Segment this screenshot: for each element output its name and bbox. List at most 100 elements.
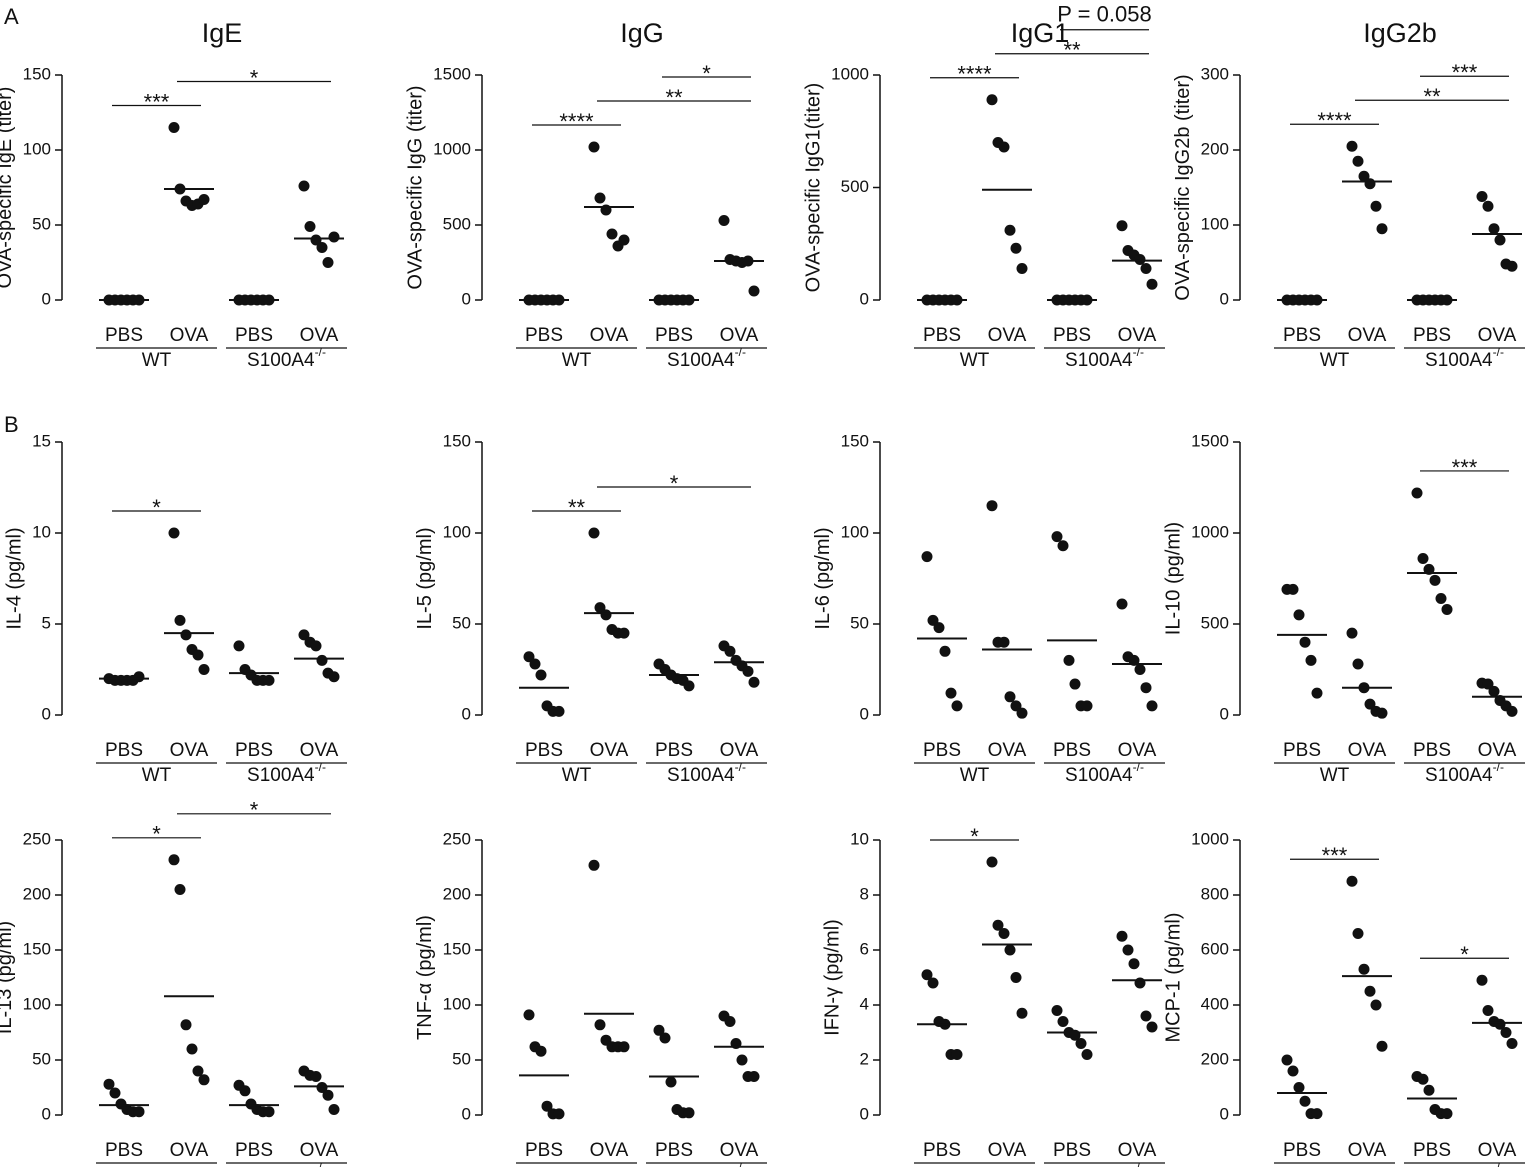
significance-label: P = 0.058 — [1057, 2, 1151, 27]
data-point — [298, 180, 310, 192]
x-tick-label: OVA — [720, 740, 759, 761]
y-tick-label: 50 — [32, 1049, 51, 1068]
y-tick-label: 50 — [850, 613, 869, 632]
data-point — [594, 1019, 606, 1031]
data-point — [1010, 700, 1022, 712]
y-tick-label: 150 — [443, 939, 471, 958]
data-point — [310, 640, 322, 652]
y-tick-label: 0 — [462, 289, 471, 308]
data-point — [1287, 1065, 1299, 1077]
group-sup: -/- — [1493, 345, 1504, 359]
x-tick-label: OVA — [720, 325, 759, 346]
data-point — [1488, 223, 1500, 235]
data-point — [724, 645, 736, 657]
data-point — [939, 645, 951, 657]
y-tick-label: 0 — [1220, 289, 1229, 308]
data-point — [1146, 278, 1158, 290]
y-tick-label: 150 — [23, 64, 51, 83]
y-tick-label: 15 — [32, 431, 51, 450]
y-tick-label: 0 — [860, 704, 869, 723]
significance-label: *** — [144, 89, 170, 114]
group-sup: -/- — [315, 345, 326, 359]
data-point — [1476, 974, 1488, 986]
panel-chart: 0 50 100 150 200 250 TNF-α (pg/ml) PBS OVA PBS OVA… — [414, 829, 767, 1167]
data-point — [316, 654, 328, 666]
data-point — [168, 854, 180, 866]
group-label: S100A4-/- — [1425, 760, 1504, 786]
significance-label: **** — [957, 62, 992, 87]
group-name: S100A4 — [247, 765, 315, 786]
x-tick-label: PBS — [105, 325, 143, 346]
data-point — [1476, 191, 1488, 202]
data-point — [1352, 928, 1364, 939]
data-point — [1134, 977, 1146, 989]
y-tick-label: 100 — [23, 139, 51, 158]
data-point — [310, 234, 322, 246]
data-point — [951, 1049, 963, 1060]
data-point — [1364, 698, 1376, 710]
group-label: S100A4-/- — [667, 760, 746, 786]
group-label: WT — [562, 765, 592, 786]
y-tick-label: 300 — [1201, 64, 1229, 83]
data-point — [1311, 687, 1323, 699]
group-label: WT — [1320, 1165, 1350, 1167]
data-point — [304, 221, 316, 232]
data-point — [1506, 260, 1518, 272]
data-point — [683, 680, 695, 692]
y-tick-label: 0 — [42, 1104, 51, 1123]
panel-label: B — [4, 412, 19, 437]
panel-chart: 0 500 1000 1500 OVA-specific IgG (titer) IgG P… — [404, 18, 767, 371]
y-tick-label: 600 — [1201, 939, 1229, 958]
data-point — [180, 1019, 192, 1031]
data-point — [1069, 678, 1081, 690]
x-tick-label: PBS — [235, 1140, 273, 1161]
group-name: WT — [960, 765, 990, 786]
data-point — [298, 629, 310, 641]
data-point — [1506, 705, 1518, 717]
data-point — [1051, 531, 1063, 543]
y-tick-label: 0 — [462, 704, 471, 723]
y-tick-label: 0 — [860, 1104, 869, 1123]
data-point — [683, 1107, 695, 1119]
group-sup: -/- — [735, 760, 746, 774]
data-point — [1482, 200, 1494, 212]
data-point — [748, 676, 760, 688]
group-label: S100A4-/- — [247, 760, 326, 786]
panel-chart: 0 500 1000 OVA-specific IgG1(titer) IgG1 PBS O… — [802, 2, 1165, 371]
x-tick-label: PBS — [1053, 740, 1091, 761]
data-point — [951, 700, 963, 712]
data-point — [328, 671, 340, 683]
y-tick-label: 800 — [1201, 884, 1229, 903]
y-tick-label: 200 — [1201, 1049, 1229, 1068]
y-tick-label: 50 — [452, 1049, 471, 1068]
data-point — [322, 257, 334, 268]
chart-title: IgG — [620, 18, 664, 48]
y-tick-label: 0 — [42, 289, 51, 308]
group-name: WT — [562, 1165, 592, 1167]
x-tick-label: PBS — [1283, 740, 1321, 761]
data-point — [588, 859, 600, 871]
y-tick-label: 0 — [1220, 1104, 1229, 1123]
y-tick-label: 500 — [841, 177, 869, 196]
group-name: S100A4 — [667, 350, 735, 371]
data-point — [1016, 263, 1028, 274]
y-tick-label: 50 — [32, 214, 51, 233]
data-point — [594, 602, 606, 614]
data-point — [1287, 583, 1299, 595]
group-label: S100A4-/- — [1065, 1160, 1144, 1167]
x-tick-label: OVA — [170, 1140, 209, 1161]
x-tick-label: PBS — [1283, 325, 1321, 346]
data-point — [1128, 958, 1140, 970]
data-point — [1299, 1095, 1311, 1107]
data-point — [1134, 664, 1146, 675]
data-point — [998, 928, 1010, 939]
group-label: WT — [562, 1165, 592, 1167]
group-name: WT — [562, 765, 592, 786]
data-point — [1004, 224, 1016, 236]
data-point — [1134, 254, 1146, 265]
x-tick-label: PBS — [655, 740, 693, 761]
data-point — [588, 141, 600, 153]
group-label: WT — [960, 1165, 990, 1167]
group-name: S100A4 — [1065, 1165, 1133, 1167]
